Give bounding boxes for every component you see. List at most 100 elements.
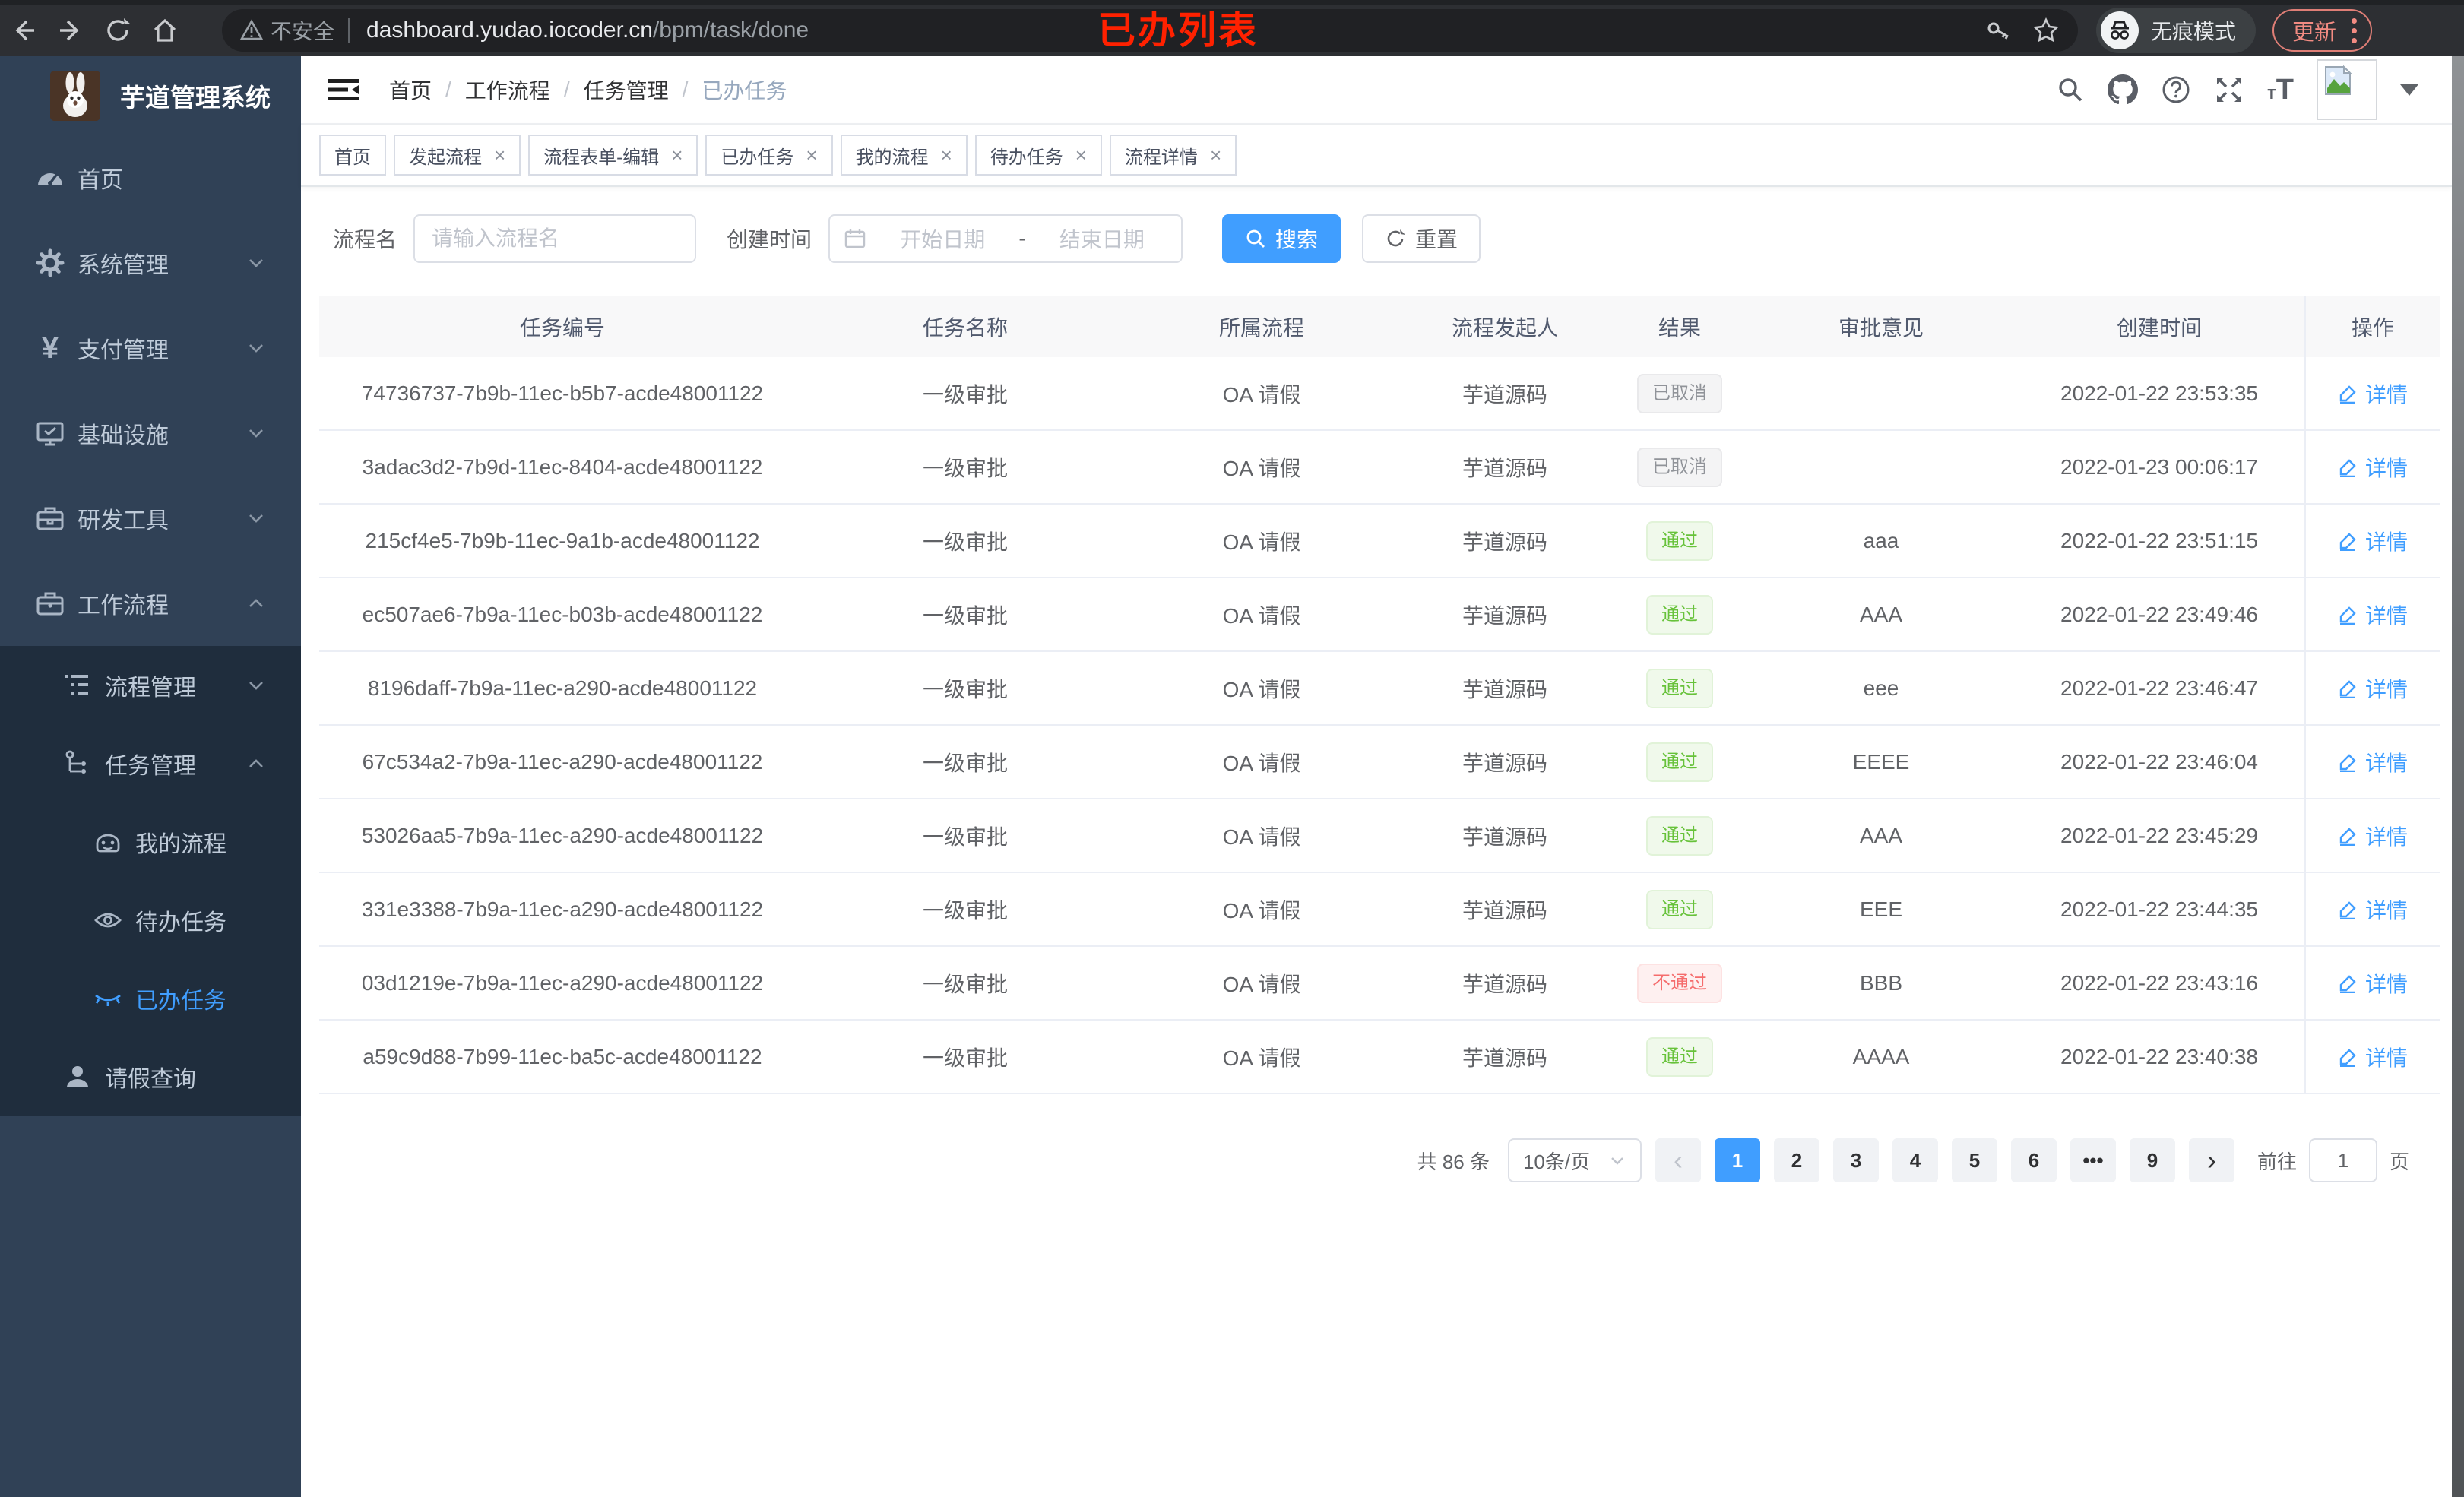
browser-home-button[interactable] [141,7,188,54]
window-scrollbar[interactable] [2452,56,2464,1497]
view-tab[interactable]: 流程详情 × [1109,135,1237,176]
sidebar-item-todo-tasks[interactable]: 待办任务 [0,881,301,959]
table-body: 74736737-7b9b-11ec-b5b7-acde48001122 一级审… [319,357,2440,1094]
cell-task-name: 一级审批 [922,603,1008,628]
create-time-label: 创建时间 [727,228,812,252]
page-size-select[interactable]: 10条/页 [1507,1138,1642,1182]
browser-menu-icon[interactable] [2352,17,2358,43]
page-number-button[interactable]: 1 [1714,1138,1760,1182]
cell-result: 通过 [1611,873,1748,945]
close-icon[interactable]: × [1075,143,1087,166]
page-number-button[interactable]: 5 [1951,1138,1997,1182]
view-tab[interactable]: 待办任务 × [974,135,1102,176]
end-date-placeholder[interactable]: 结束日期 [1059,228,1145,252]
page-number-button[interactable]: 9 [2129,1138,2175,1182]
reset-button[interactable]: 重置 [1362,214,1481,263]
breadcrumb-item[interactable]: 任务管理 [583,79,669,103]
breadcrumb-item[interactable]: 工作流程 [464,79,550,103]
org-tree-icon [61,747,94,780]
detail-link[interactable]: 详情 [2338,747,2408,777]
sidebar-item-pay[interactable]: ¥ 支付管理 [0,305,301,391]
cell-task-id: 67c534a2-7b9a-11ec-a290-acde48001122 [362,749,763,774]
result-tag: 通过 [1646,594,1713,635]
avatar-caret-icon[interactable] [2400,84,2418,96]
done-task-table: 任务编号 任务名称 所属流程 流程发起人 结果 审批意见 创建时间 操作 747… [319,296,2440,1094]
cell-create-time: 2022-01-23 00:06:17 [2060,454,2258,479]
close-icon[interactable]: × [940,143,952,166]
sidebar-item-workflow[interactable]: 工作流程 [0,561,301,646]
goto-page-input[interactable] [2308,1138,2377,1182]
cell-create-time: 2022-01-22 23:51:15 [2060,528,2258,552]
detail-link[interactable]: 详情 [2338,378,2408,409]
process-name-input[interactable] [413,214,697,263]
font-size-icon[interactable]: тT [2267,73,2294,106]
next-page-button[interactable]: › [2188,1138,2234,1182]
browser-back-button[interactable] [0,7,47,54]
close-icon[interactable]: × [494,143,506,166]
cell-task-name: 一级审批 [922,972,1008,996]
sidebar-item-system[interactable]: 系统管理 [0,220,301,305]
page-number-button[interactable]: 6 [2010,1138,2057,1182]
browser-update-button[interactable]: 更新 [2272,9,2373,52]
sidebar-item-home[interactable]: 首页 [0,135,301,220]
list-tree-icon [61,669,94,702]
page-number-button[interactable]: ••• [2070,1138,2116,1182]
bookmark-star-icon[interactable] [2032,17,2060,44]
search-icon[interactable] [2056,75,2085,104]
omnibox-divider [348,18,350,43]
close-icon[interactable]: × [806,143,818,166]
help-icon[interactable] [2161,74,2191,105]
view-tab[interactable]: 发起流程 × [394,135,521,176]
sidebar-item-my-process[interactable]: 我的流程 [0,802,301,881]
browser-reload-button[interactable] [94,7,141,54]
search-button[interactable]: 搜索 [1222,214,1341,263]
view-tab[interactable]: 首页 × [319,135,386,176]
close-icon[interactable]: × [671,143,683,166]
detail-link[interactable]: 详情 [2338,894,2408,925]
view-tab[interactable]: 已办任务 × [705,135,833,176]
sidebar-item-infra[interactable]: 基础设施 [0,391,301,476]
date-range-input[interactable]: 开始日期 - 结束日期 [828,214,1183,263]
sidebar-item-process-mgmt[interactable]: 流程管理 [0,646,301,724]
collapse-sidebar-icon[interactable] [324,70,363,109]
detail-link[interactable]: 详情 [2338,1042,2408,1072]
detail-link[interactable]: 详情 [2338,821,2408,851]
view-tab[interactable]: 流程表单-编辑 × [528,135,698,176]
incognito-icon [2101,11,2139,49]
sidebar-item-done-tasks[interactable]: 已办任务 [0,959,301,1037]
password-key-icon[interactable] [1985,17,2011,43]
monitor-icon [33,416,67,450]
sidebar-item-task-mgmt[interactable]: 任务管理 [0,724,301,802]
start-date-placeholder[interactable]: 开始日期 [900,228,986,252]
breadcrumb-item[interactable]: 首页 [389,79,432,103]
avatar[interactable] [2317,59,2377,120]
detail-link[interactable]: 详情 [2338,452,2408,483]
browser-forward-button[interactable] [47,7,94,54]
detail-link[interactable]: 详情 [2338,673,2408,704]
detail-link[interactable]: 详情 [2338,600,2408,630]
cell-result: 通过 [1611,578,1748,650]
page-number-button[interactable]: 4 [1892,1138,1938,1182]
cell-comment: eee [1863,676,1899,700]
edit-pencil-icon [2339,827,2356,846]
update-label: 更新 [2292,21,2337,45]
edit-pencil-icon [2339,974,2356,993]
sidebar-item-leave-query[interactable]: 请假查询 [0,1037,301,1116]
fullscreen-icon[interactable] [2214,74,2244,105]
detail-link[interactable]: 详情 [2338,526,2408,556]
github-icon[interactable] [2108,74,2139,105]
chevron-down-icon [245,422,268,445]
edit-pencil-icon [2339,606,2356,625]
cell-task-name: 一级审批 [922,1046,1008,1070]
app-logo-row[interactable]: 芋道管理系统 [0,56,301,135]
prev-page-button[interactable]: ‹ [1655,1138,1701,1182]
close-icon[interactable]: × [1209,143,1222,166]
sidebar-item-devtool[interactable]: 研发工具 [0,476,301,561]
view-tab[interactable]: 我的流程 × [840,135,968,176]
page-number-button[interactable]: 2 [1773,1138,1819,1182]
chevron-down-icon [245,507,268,530]
detail-link[interactable]: 详情 [2338,968,2408,999]
page-number-button[interactable]: 3 [1832,1138,1879,1182]
annotation-title: 已办列表 [1097,9,1259,52]
address-bar[interactable]: 不安全 dashboard.yudao.iocoder.cn/bpm/task/… [222,9,2078,52]
